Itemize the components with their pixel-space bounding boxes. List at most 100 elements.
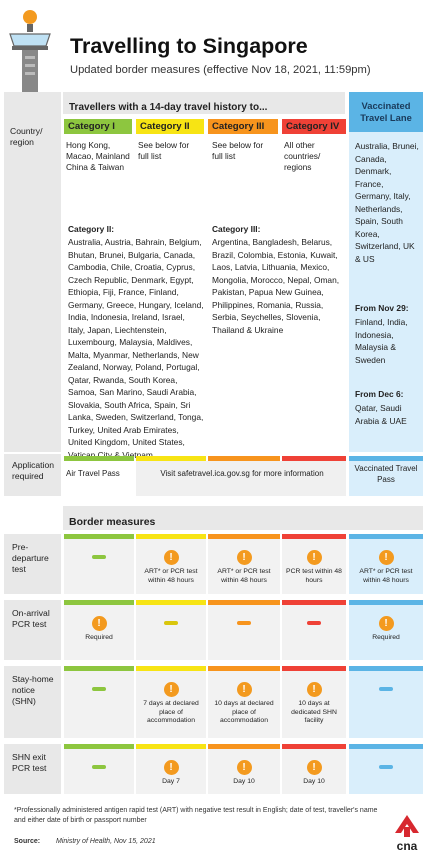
border-cell-text: Required: [85, 634, 113, 641]
border-cell: ! Day 10: [208, 744, 280, 794]
border-row-label: SHN exit PCR test: [12, 752, 47, 773]
row-label-column: [4, 92, 61, 452]
border-cell: [64, 744, 134, 794]
required-alert-icon: !: [306, 682, 322, 697]
border-cell: [349, 666, 423, 738]
application-cat1-bar: [64, 456, 134, 461]
application-cat3-bar: [208, 456, 280, 461]
application-vtl-bg: [349, 461, 423, 496]
border-cell: [136, 600, 206, 660]
vtl-countries: Australia, Brunei, Canada, Denmark, Fran…: [355, 141, 419, 264]
border-cell-color-bar: [208, 744, 280, 749]
page-title: Travelling to Singapore: [70, 34, 308, 58]
category-iv-note: All other countries/ regions: [284, 140, 321, 172]
not-required-dash-icon: [92, 765, 106, 769]
border-cell-color-bar: [208, 666, 280, 671]
border-cell-color-bar: [349, 600, 423, 605]
category-ii-note: See below for full list: [138, 140, 190, 161]
required-alert-icon: !: [306, 550, 322, 565]
not-required-dash-icon: [164, 621, 178, 625]
application-vtl-bar: [349, 456, 423, 461]
border-cell-text: 7 days at declared place of accommodatio…: [143, 700, 199, 724]
border-cell: ! ART* or PCR test within 48 hours: [136, 534, 206, 594]
source-text: Ministry of Health, Nov 15, 2021: [56, 838, 156, 845]
border-cell-text: 10 days at dedicated SHN facility: [291, 700, 337, 724]
application-other-bg: [136, 461, 346, 496]
not-required-dash-icon: [237, 621, 251, 625]
vtl-column: [349, 92, 423, 452]
border-cell: ! ART* or PCR test within 48 hours: [349, 534, 423, 594]
border-row-label-cell: [4, 600, 61, 660]
required-alert-icon: !: [163, 550, 179, 565]
border-cell-color-bar: [208, 534, 280, 539]
category-ii-list: Australia, Austria, Bahrain, Belgium, Bh…: [68, 237, 204, 460]
category-iii-note: See below for full list: [212, 140, 264, 161]
required-alert-icon: !: [236, 760, 252, 775]
category-i-header: Category I: [64, 119, 132, 134]
border-cell-color-bar: [64, 666, 134, 671]
border-cell-color-bar: [349, 534, 423, 539]
required-alert-icon: !: [378, 616, 394, 631]
border-row-label: Stay-home notice (SHN): [12, 674, 54, 706]
required-alert-icon: !: [236, 682, 252, 697]
country-region-label: Country/ region: [10, 126, 43, 147]
border-cell: [349, 744, 423, 794]
source-label: Source:: [14, 838, 41, 845]
border-cell-text: Day 10: [233, 778, 255, 785]
not-required-dash-icon: [92, 687, 106, 691]
border-cell: ! Day 10: [282, 744, 346, 794]
required-alert-icon: !: [91, 616, 107, 631]
required-alert-icon: !: [163, 760, 179, 775]
cna-logo-text: cna: [396, 839, 418, 853]
border-cell-color-bar: [349, 744, 423, 749]
vtl-header: Vaccinated Travel Lane: [349, 92, 423, 132]
border-cell-color-bar: [64, 744, 134, 749]
border-cell: ! Required: [64, 600, 134, 660]
border-cell: ! 7 days at declared place of accommodati…: [136, 666, 206, 738]
border-measures-header: Border measures: [63, 506, 423, 530]
border-cell-color-bar: [136, 600, 206, 605]
border-cell-text: 10 days at declared place of accommodati…: [214, 700, 274, 724]
border-cell-color-bar: [208, 600, 280, 605]
border-row-label: Pre-departure test: [12, 542, 49, 574]
border-cell: ! Required: [349, 600, 423, 660]
border-cell-color-bar: [282, 600, 346, 605]
category-iii-list: Argentina, Bangladesh, Belarus, Brazil, …: [212, 237, 340, 335]
border-cell: [64, 666, 134, 738]
border-cell: ! 10 days at dedicated SHN facility: [282, 666, 346, 738]
vtl-header-text: Vaccinated Travel Lane: [360, 100, 412, 123]
border-row-label: On-arrival PCR test: [12, 608, 50, 629]
border-row-label-cell: [4, 666, 61, 738]
border-cell: [208, 600, 280, 660]
application-label-cell: [4, 454, 61, 496]
border-cell-text: ART* or PCR test within 48 hours: [144, 568, 198, 584]
not-required-dash-icon: [379, 687, 393, 691]
border-cell-color-bar: [282, 744, 346, 749]
border-cell: [64, 534, 134, 594]
border-cell-text: PCR test within 48 hours: [286, 568, 342, 584]
application-cat2-bar: [136, 456, 206, 461]
category-i-countries: Hong Kong, Macao, Mainland China & Taiwa…: [66, 140, 130, 172]
not-required-dash-icon: [307, 621, 321, 625]
page-subtitle: Updated border measures (effective Nov 1…: [70, 64, 371, 76]
not-required-dash-icon: [379, 765, 393, 769]
border-cell-color-bar: [282, 534, 346, 539]
travel-history-header: Travellers with a 14-day travel history …: [63, 92, 345, 114]
border-cell-text: Day 7: [162, 778, 180, 785]
border-cell: ! Day 7: [136, 744, 206, 794]
border-measures-title: Border measures: [69, 516, 156, 528]
border-cell-color-bar: [136, 744, 206, 749]
border-cell-color-bar: [349, 666, 423, 671]
category-ii-title: Category II:: [68, 224, 115, 234]
vtl-nov29-title: From Nov 29:: [355, 303, 409, 313]
border-cell-text: ART* or PCR test within 48 hours: [359, 568, 413, 584]
border-cell-text: ART* or PCR test within 48 hours: [217, 568, 271, 584]
border-cell-color-bar: [64, 534, 134, 539]
border-cell: ! ART* or PCR test within 48 hours: [208, 534, 280, 594]
application-other-info[interactable]: Visit safetravel.ica.gov.sg for more inf…: [160, 469, 324, 478]
vtl-dec6-title: From Dec 6:: [355, 389, 404, 399]
border-cell-color-bar: [64, 600, 134, 605]
border-cell-color-bar: [282, 666, 346, 671]
required-alert-icon: !: [163, 682, 179, 697]
required-alert-icon: !: [306, 760, 322, 775]
